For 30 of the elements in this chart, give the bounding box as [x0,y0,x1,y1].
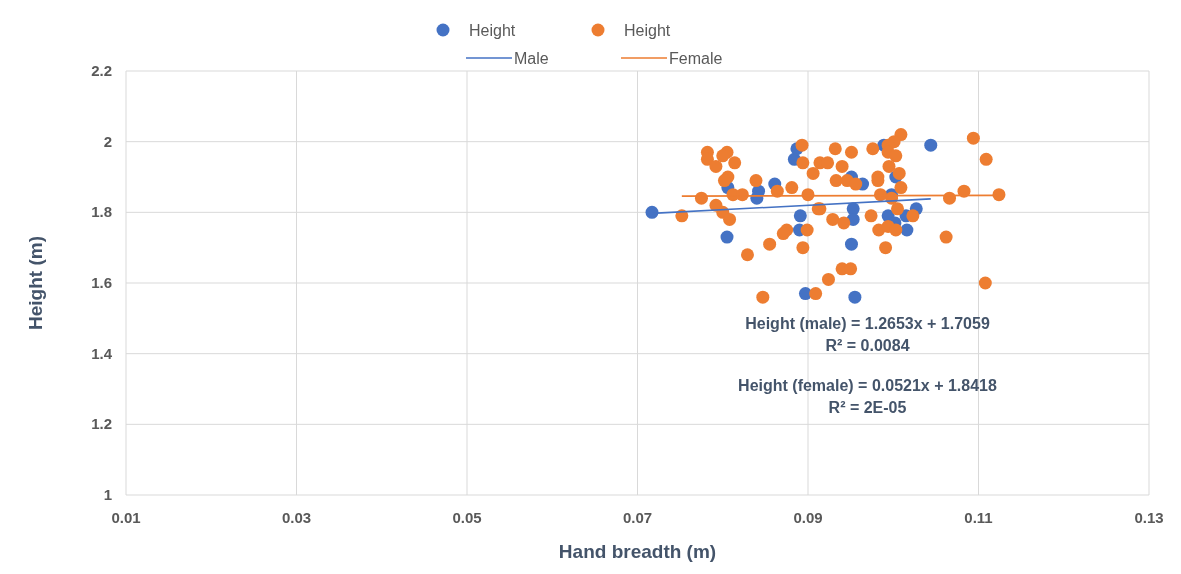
x-tick-label: 0.11 [964,509,993,526]
annotation: Height (female) = 0.0521x + 1.8418 [738,377,998,394]
point [848,290,862,304]
x-tick-label: 0.05 [452,509,482,526]
y-tick-label: 1.2 [91,415,112,433]
annotation: Height (male) = 1.2653x + 1.7059 [745,315,990,332]
legend-label: Male [514,50,549,67]
point [793,209,807,223]
annotation: R² = 0.0084 [825,337,910,354]
x-tick-label: 0.09 [793,509,823,526]
y-tick-label: 1.8 [91,203,112,221]
y-tick-label: 2.2 [91,62,112,79]
y-axis-title: Height (m) [25,236,46,330]
legend-label: Height [469,22,516,39]
y-tick-label: 1 [103,486,112,503]
x-tick-label: 0.07 [622,509,653,526]
y-tick-label: 1.4 [91,344,113,362]
point [924,138,938,152]
x-tick-label: 0.13 [1134,509,1164,526]
point [720,230,734,244]
legend-label: Female [669,50,723,67]
legend-label: Height [624,22,671,39]
point [844,237,858,251]
x-tick-label: 0.03 [281,509,312,526]
y-tick-label: 2 [103,132,112,150]
y-tick-label: 1.6 [91,274,112,291]
x-axis-title: Hand breadth (m) [558,541,717,562]
x-tick-label: 0.01 [111,509,141,526]
point [645,205,659,219]
annotation: R² = 2E-05 [828,399,907,416]
